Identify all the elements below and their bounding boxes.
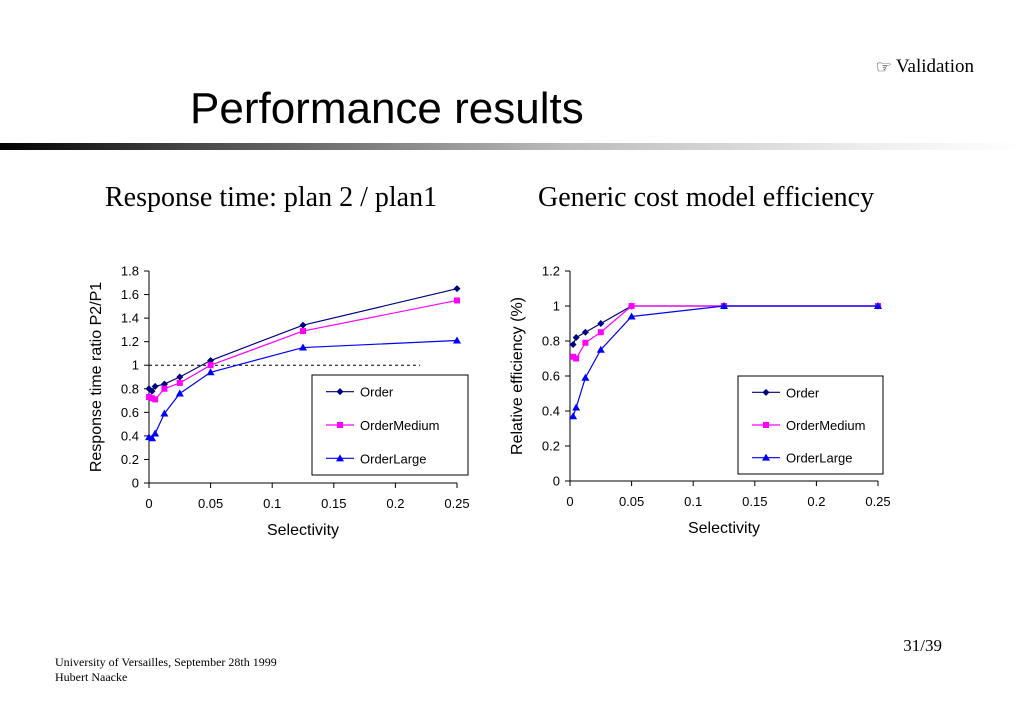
right-chart-y-axis-label: Relative efficiency (%): [509, 297, 526, 455]
left-chart-series-orderlarge-point: [151, 429, 160, 437]
right-chart-x-tick-label: 0: [566, 494, 573, 509]
left-chart-series-ordermedium-point: [152, 396, 159, 403]
right-chart-legend-label: OrderLarge: [786, 451, 852, 466]
left-chart-series-orderlarge-point: [175, 389, 184, 397]
left-chart-legend: Order OrderMedium OrderLarge: [311, 374, 469, 476]
right-chart-series-orderlarge-point: [720, 302, 728, 309]
right-chart-x-tick-label: 0.2: [807, 494, 825, 509]
left-chart-y-tick-label: 1.8: [121, 264, 139, 279]
right-chart-series-orderlarge-point: [874, 302, 882, 309]
right-chart-series-order-line: [572, 305, 878, 345]
left-chart-series-ordermedium-point: [161, 385, 168, 392]
right-chart-x-tick-label: 0.15: [742, 494, 767, 509]
right-chart-series-orderlarge-point: [596, 345, 605, 353]
section-label: ☞ Validation: [876, 56, 974, 78]
right-chart-y-tick-label: 0.6: [542, 369, 560, 384]
right-chart-y-tick-label: 1: [553, 299, 560, 314]
left-chart-series-orderlarge-point: [453, 336, 461, 344]
left-chart-y-tick-label: 1.2: [121, 334, 139, 349]
right-chart-legend: Order OrderMedium OrderLarge: [737, 375, 884, 475]
right-chart-y-tick-label: 0.2: [542, 439, 560, 454]
response-time-chart: 0 0.2 0.4 0.6 0.8 1 1.2 1.4 1.6 1.8 0 0.05 0.1 0.15 0.…: [88, 264, 470, 540]
right-chart-series-orderlarge-point: [569, 412, 578, 420]
page-title: Performance results: [190, 84, 584, 133]
left-chart-series-order-point: [176, 373, 184, 381]
cost-model-efficiency-chart: 0 0.2 0.4 0.6 0.8 1 1.2 0 0.05 0.1 0.15 0.2 0.25 Sele…: [509, 264, 891, 538]
left-chart-legend-label: OrderLarge: [360, 451, 426, 466]
left-chart-series-order-point: [151, 382, 159, 390]
left-chart-x-tick-label: 0.1: [263, 496, 281, 511]
section-label-text: Validation: [895, 56, 974, 77]
left-chart-y-axis-label: Response time ratio P2/P1: [88, 282, 105, 472]
left-chart-x-tick-label: 0.05: [198, 496, 223, 511]
left-chart-y-tick-label: 0: [132, 476, 139, 491]
right-chart-series-ordermedium-point: [582, 339, 589, 346]
right-chart-legend-label: Order: [786, 385, 820, 400]
right-chart-series-order-point: [572, 334, 580, 341]
page-number: 31/39: [903, 636, 942, 655]
left-chart-series-order-point: [299, 321, 307, 329]
left-chart-x-tick-label: 0: [145, 496, 152, 511]
left-chart-x-axis-label: Selectivity: [267, 522, 339, 539]
left-chart-series-order-point: [148, 387, 156, 395]
left-chart-x-tick-label: 0.2: [386, 496, 404, 511]
right-chart-legend-marker: [763, 422, 769, 428]
left-chart-legend-marker: [337, 422, 343, 428]
right-chart-series-orderlarge-point: [581, 373, 590, 381]
right-chart-y-tick-label: 1.2: [542, 264, 560, 279]
right-chart-series-orderlarge-point: [627, 312, 636, 320]
footer-author: Hubert Naacke: [55, 670, 128, 684]
right-chart-series-ordermedium-point: [570, 353, 577, 360]
right-chart-x-tick-label: 0.05: [619, 494, 644, 509]
left-chart-legend-marker: [336, 388, 344, 396]
left-chart-y-tick-label: 0.4: [121, 428, 139, 443]
left-chart-y-tick-label: 0.6: [121, 405, 139, 420]
left-chart-x-tick-label: 0.25: [444, 496, 469, 511]
footer-organization: University of Versailles, September 28th…: [55, 655, 277, 669]
left-chart-series-ordermedium-point: [146, 394, 152, 401]
right-chart-series-ordermedium-point: [573, 355, 580, 362]
left-chart-series-ordermedium-point: [207, 362, 214, 369]
left-chart-series-orderlarge-point: [160, 409, 169, 417]
left-chart-series-orderlarge-point: [148, 434, 157, 442]
left-chart-y-tick-label: 0.2: [121, 452, 139, 467]
right-chart-series-orderlarge-point: [572, 403, 581, 411]
right-chart-legend-label: OrderMedium: [786, 418, 865, 433]
left-chart-legend-marker: [336, 454, 344, 462]
left-chart-series-orderlarge-point: [206, 368, 215, 376]
left-chart-series-ordermedium-point: [454, 297, 460, 304]
right-chart-x-tick-label: 0.25: [865, 494, 890, 509]
right-chart-heading: Generic cost model efficiency: [538, 182, 875, 213]
right-chart-series-order-point: [581, 328, 589, 336]
pointing-hand-icon: ☞: [875, 56, 892, 77]
left-chart-series-ordermedium-point: [176, 379, 183, 386]
right-chart-x-tick-label: 0.1: [684, 494, 702, 509]
right-chart-legend-marker: [762, 388, 770, 396]
left-chart-series-order-point: [453, 285, 461, 293]
left-chart-heading: Response time: plan 2 / plan1: [105, 182, 438, 213]
left-chart-y-tick-label: 1.4: [121, 311, 139, 326]
right-chart-x-axis-label: Selectivity: [688, 520, 760, 537]
right-chart-series-ordermedium-point: [597, 329, 604, 336]
left-chart-y-tick-label: 1: [132, 358, 139, 373]
right-chart-legend-marker: [762, 453, 770, 461]
left-chart-y-tick-label: 1.6: [121, 287, 139, 302]
right-chart-y-tick-label: 0.8: [542, 334, 560, 349]
left-chart-x-tick-label: 0.15: [321, 496, 346, 511]
left-chart-series-ordermedium-point: [149, 395, 156, 402]
left-chart-series-ordermedium-point: [300, 328, 306, 335]
right-chart-y-tick-label: 0.4: [542, 404, 560, 419]
left-chart-legend-label: Order: [360, 385, 394, 400]
left-chart-legend-label: OrderMedium: [360, 418, 439, 433]
left-chart-series-orderlarge-point: [299, 343, 307, 351]
right-chart-series-order-point: [569, 341, 577, 348]
right-chart-series-ordermedium-point: [628, 303, 635, 309]
title-divider: [0, 143, 1024, 150]
right-chart-y-tick-label: 0: [553, 474, 560, 489]
left-chart-y-tick-label: 0.8: [121, 381, 139, 396]
right-chart-series-order-point: [597, 320, 605, 327]
